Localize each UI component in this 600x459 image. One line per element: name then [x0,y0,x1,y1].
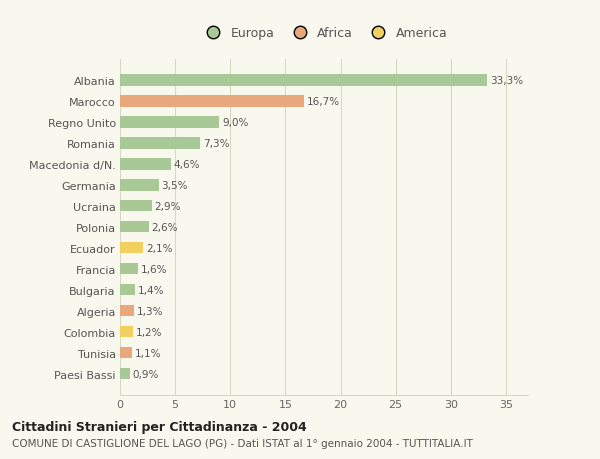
Bar [120,305,134,317]
Text: 2,6%: 2,6% [151,222,178,232]
Text: 0,9%: 0,9% [133,369,159,379]
Bar [120,117,219,128]
Bar [120,138,200,149]
Text: 4,6%: 4,6% [173,159,200,169]
Bar [120,368,130,380]
Bar [120,284,136,296]
Text: 7,3%: 7,3% [203,139,230,148]
Bar [120,242,143,254]
Text: 2,9%: 2,9% [155,202,181,211]
Bar [120,221,149,233]
Bar [120,75,487,86]
Text: 2,1%: 2,1% [146,243,172,253]
Bar [120,96,304,107]
Bar [120,201,152,212]
Text: 1,3%: 1,3% [137,306,164,316]
Bar [120,263,137,275]
Bar [120,159,171,170]
Text: 1,1%: 1,1% [135,348,161,358]
Text: Cittadini Stranieri per Cittadinanza - 2004: Cittadini Stranieri per Cittadinanza - 2… [12,420,307,433]
Legend: Europa, Africa, America: Europa, Africa, America [196,22,452,45]
Text: COMUNE DI CASTIGLIONE DEL LAGO (PG) - Dati ISTAT al 1° gennaio 2004 - TUTTITALIA: COMUNE DI CASTIGLIONE DEL LAGO (PG) - Da… [12,438,473,448]
Text: 1,2%: 1,2% [136,327,163,337]
Bar [120,179,158,191]
Text: 9,0%: 9,0% [222,118,248,128]
Text: 16,7%: 16,7% [307,96,340,106]
Bar [120,326,133,338]
Text: 3,5%: 3,5% [161,180,188,190]
Bar [120,347,132,358]
Text: 33,3%: 33,3% [490,76,523,86]
Text: 1,4%: 1,4% [138,285,164,295]
Text: 1,6%: 1,6% [140,264,167,274]
